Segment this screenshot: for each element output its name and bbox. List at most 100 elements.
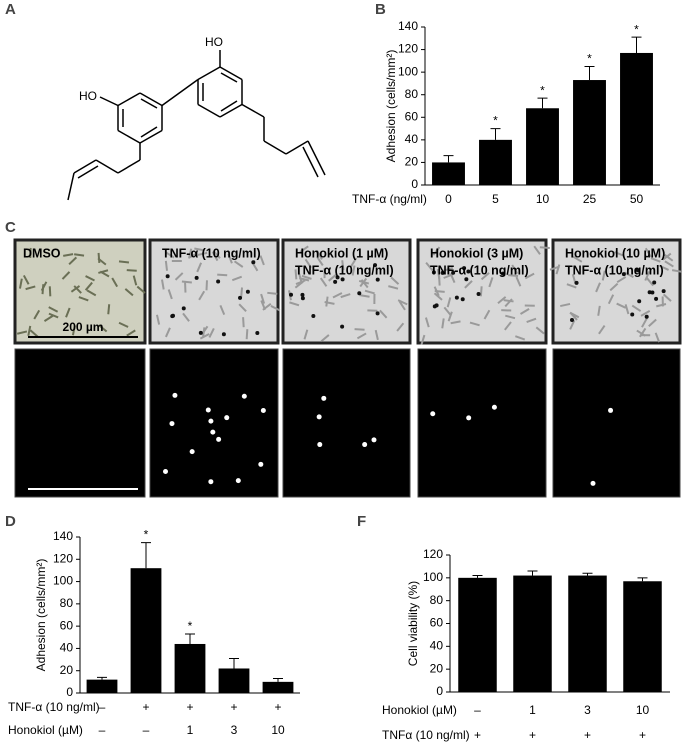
x-tick-label: 0	[445, 192, 452, 206]
cell	[420, 334, 426, 345]
cell	[359, 294, 370, 298]
cell	[156, 314, 161, 325]
cell	[333, 279, 338, 284]
y-tick-label: 120	[423, 547, 443, 561]
cell	[607, 294, 615, 305]
cell	[238, 303, 247, 313]
y-tick-label: 140	[398, 19, 418, 33]
cell	[335, 275, 340, 280]
cell	[319, 277, 328, 287]
cell	[388, 285, 399, 290]
cell	[569, 311, 578, 321]
micrograph-image	[417, 348, 547, 498]
x-tick-label: 10	[271, 723, 285, 737]
cell	[572, 255, 583, 263]
cell	[74, 253, 85, 257]
cell	[316, 250, 323, 260]
x-tick-label: +	[230, 700, 237, 714]
y-tick-label: 20	[405, 155, 419, 169]
cell	[446, 297, 452, 308]
cell	[624, 271, 634, 278]
row-label: TNF-α (10 ng/ml)	[8, 700, 100, 714]
panel-label: C	[5, 219, 16, 236]
cell	[350, 257, 358, 268]
cell	[480, 272, 490, 281]
error-bar	[273, 678, 283, 682]
cell	[27, 325, 32, 336]
cell	[316, 414, 322, 420]
cell	[221, 332, 226, 337]
cell	[316, 256, 324, 266]
cell	[240, 287, 244, 298]
cell	[231, 275, 243, 282]
cell	[301, 274, 312, 280]
cell	[351, 265, 356, 276]
annotation: *	[587, 52, 592, 66]
cell	[188, 248, 193, 259]
micrograph-label: Honokiol (1 µM)	[295, 355, 388, 369]
micrograph: TNF-α (10 ng/ml)	[148, 238, 281, 345]
cell	[432, 246, 441, 256]
cell	[22, 274, 30, 285]
cell	[211, 251, 219, 262]
cell	[500, 271, 505, 276]
cell	[242, 317, 245, 328]
cell	[270, 305, 281, 312]
cell	[483, 309, 491, 320]
bar	[458, 577, 497, 692]
annotation: *	[188, 619, 193, 633]
cell	[210, 429, 216, 435]
cell	[397, 299, 408, 306]
micrograph-label: Honokiol (1 µM)	[295, 246, 388, 260]
cell	[641, 317, 648, 328]
y-tick-label: 100	[398, 64, 418, 78]
cell	[118, 321, 129, 328]
micrograph-label: TNF-α (10 ng/ml)	[162, 246, 261, 260]
cell	[73, 285, 82, 294]
atom-label: HO	[205, 35, 223, 49]
cell	[86, 289, 97, 297]
cell	[644, 270, 651, 281]
cell	[624, 304, 630, 315]
cell	[300, 292, 305, 297]
micrograph: Honokiol (10 µM) TNF-α (10 ng/ml)	[549, 238, 683, 345]
panel-label: D	[5, 513, 16, 530]
micrograph: Honokiol (3 µM) TNF-α (10 ng/ml)	[416, 238, 550, 345]
cell	[497, 296, 507, 305]
y-tick-label: 40	[405, 132, 419, 146]
cell	[258, 461, 264, 467]
cell	[364, 289, 375, 295]
cell	[438, 275, 441, 286]
x-tick-label: 10	[636, 703, 650, 717]
micrograph-label: Honokiol (3 µM)	[430, 355, 523, 369]
cell	[654, 332, 661, 343]
micrograph-image	[148, 238, 280, 345]
cell	[441, 318, 445, 329]
cell	[304, 258, 312, 269]
cell	[443, 306, 452, 316]
cell	[664, 253, 674, 262]
x-tick-label: +	[584, 728, 591, 742]
cell	[267, 291, 278, 295]
micrograph-label: Honokiol (10 µM)	[565, 246, 665, 260]
cell	[549, 265, 560, 271]
cell	[479, 286, 483, 297]
cell	[390, 276, 400, 285]
molecule	[67, 50, 326, 201]
micrograph: TNF-α (10 ng/ml)	[149, 348, 279, 498]
annotation: *	[144, 528, 149, 542]
micrograph: DMSO	[14, 348, 146, 498]
x-tick-label: –	[143, 723, 150, 737]
y-tick-label: 20	[430, 661, 444, 675]
cell	[208, 418, 214, 424]
cell	[126, 329, 136, 337]
cell	[507, 274, 519, 277]
cell	[635, 268, 640, 273]
panel-label: F	[357, 513, 366, 530]
cell	[664, 260, 674, 268]
cell	[196, 262, 203, 273]
annotation: *	[493, 114, 498, 128]
cell	[198, 290, 206, 301]
cell	[181, 280, 192, 284]
cell	[208, 328, 215, 338]
